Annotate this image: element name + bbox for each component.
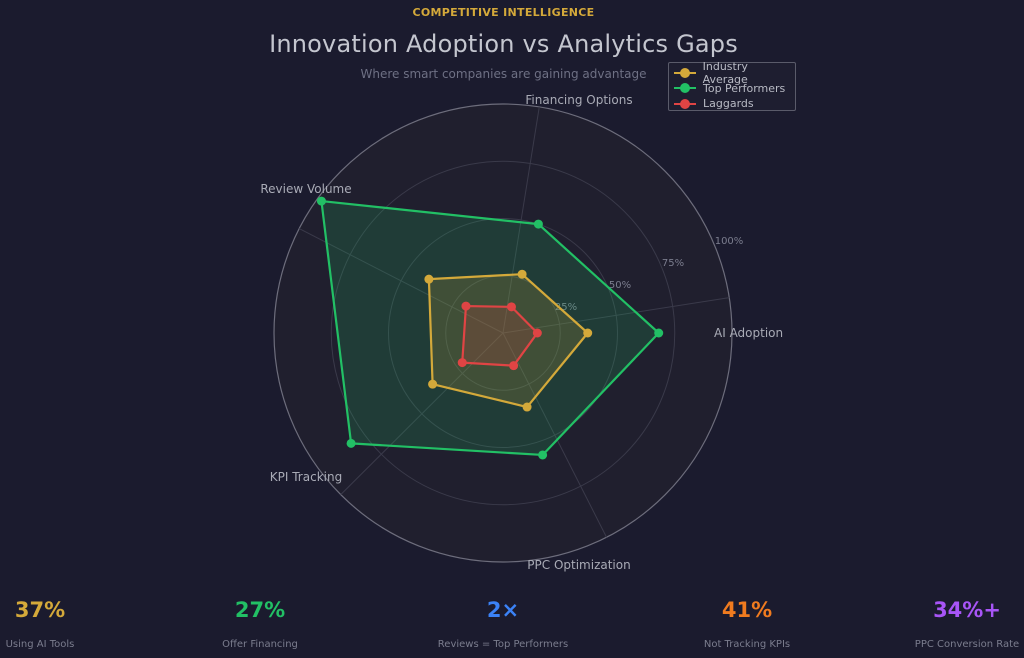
stat-label: Offer Financing (222, 639, 298, 650)
stat-label: Not Tracking KPIs (703, 639, 791, 650)
legend-swatch-top-performers (674, 83, 696, 94)
data-point-industry-average (517, 269, 527, 279)
grid-spoke-review-volume (298, 228, 504, 334)
legend-label: Top Performers (703, 81, 786, 95)
stat-value: 34%+ (933, 598, 1001, 622)
stat-kpis: 41% Not Tracking KPIs (687, 592, 807, 650)
legend-item-industry-average: Industry Average (669, 60, 795, 86)
data-point-laggards (506, 302, 516, 312)
grid-ring-75 (330, 160, 676, 506)
grid-spoke-financing-options (502, 106, 540, 334)
axis-label-review-volume: Review Volume (260, 182, 351, 196)
stat-label: PPC Conversion Rate (914, 639, 1020, 650)
legend-item-laggards: Laggards (669, 96, 795, 112)
data-point-industry-average (424, 274, 434, 284)
stat-ppc: 34%+ PPC Conversion Rate (904, 592, 1024, 650)
axis-label-financing-options: Financing Options (525, 93, 632, 107)
grid-spoke-kpi-tracking (340, 332, 504, 495)
eyebrow-label: COMPETITIVE INTELLIGENCE (412, 6, 595, 19)
data-point-industry-average (583, 328, 593, 338)
data-point-laggards (532, 328, 542, 338)
data-point-laggards (457, 358, 467, 368)
axis-label-ai-adoption: AI Adoption (714, 326, 783, 340)
data-point-industry-average (428, 379, 438, 389)
stat-value: 2× (486, 598, 520, 622)
data-point-top-performers (533, 219, 543, 229)
r-tick-label: 75% (662, 258, 684, 269)
r-tick-label: 25% (555, 302, 577, 313)
series-area-top-performers (320, 199, 660, 457)
stat-value: 37% (14, 598, 66, 622)
series-area-laggards (461, 304, 539, 367)
legend-swatch-laggards (674, 98, 696, 109)
stat-label: Reviews = Top Performers (437, 639, 569, 650)
data-point-top-performers (346, 438, 356, 448)
legend-label: Industry Average (702, 59, 748, 86)
r-tick-label: 100% (715, 236, 744, 247)
data-point-industry-average (522, 402, 532, 412)
stat-financing: 27% Offer Financing (200, 592, 320, 650)
stat-value: 41% (721, 598, 773, 622)
axis-label-ppc-optimization: PPC Optimization (527, 558, 630, 572)
legend-item-top-performers: Top Performers (669, 81, 795, 97)
grid-ring-100 (273, 103, 733, 563)
chart-title: Innovation Adoption vs Analytics Gaps (269, 30, 738, 58)
data-point-laggards (461, 301, 471, 311)
data-point-top-performers (316, 196, 326, 206)
data-point-laggards (509, 361, 519, 371)
grid-spoke-ai-adoption (502, 297, 730, 334)
legend-label: Laggards (703, 97, 754, 111)
legend: Industry Average Top Performers Laggards (668, 60, 796, 112)
chart-subtitle: Where smart companies are gaining advant… (360, 67, 647, 81)
r-tick-label: 50% (609, 280, 631, 291)
stat-label: Using AI Tools (5, 639, 75, 650)
grid-ring-50 (388, 218, 618, 448)
stats-row: 37% Using AI Tools 27% Offer Financing 2… (0, 592, 1024, 658)
axis-label-kpi-tracking: KPI Tracking (270, 470, 342, 484)
legend-swatch-industry-average (674, 67, 696, 78)
data-point-top-performers (654, 328, 664, 338)
stat-reviews: 2× Reviews = Top Performers (423, 592, 583, 650)
stat-ai-tools: 37% Using AI Tools (0, 592, 100, 650)
radar-chart: 25% 50% 75% 100% AI Adoption Financing Option… (260, 93, 783, 572)
stat-value: 27% (234, 598, 286, 622)
grid-spoke-ppc-optimization (502, 332, 607, 538)
data-point-top-performers (538, 450, 548, 460)
